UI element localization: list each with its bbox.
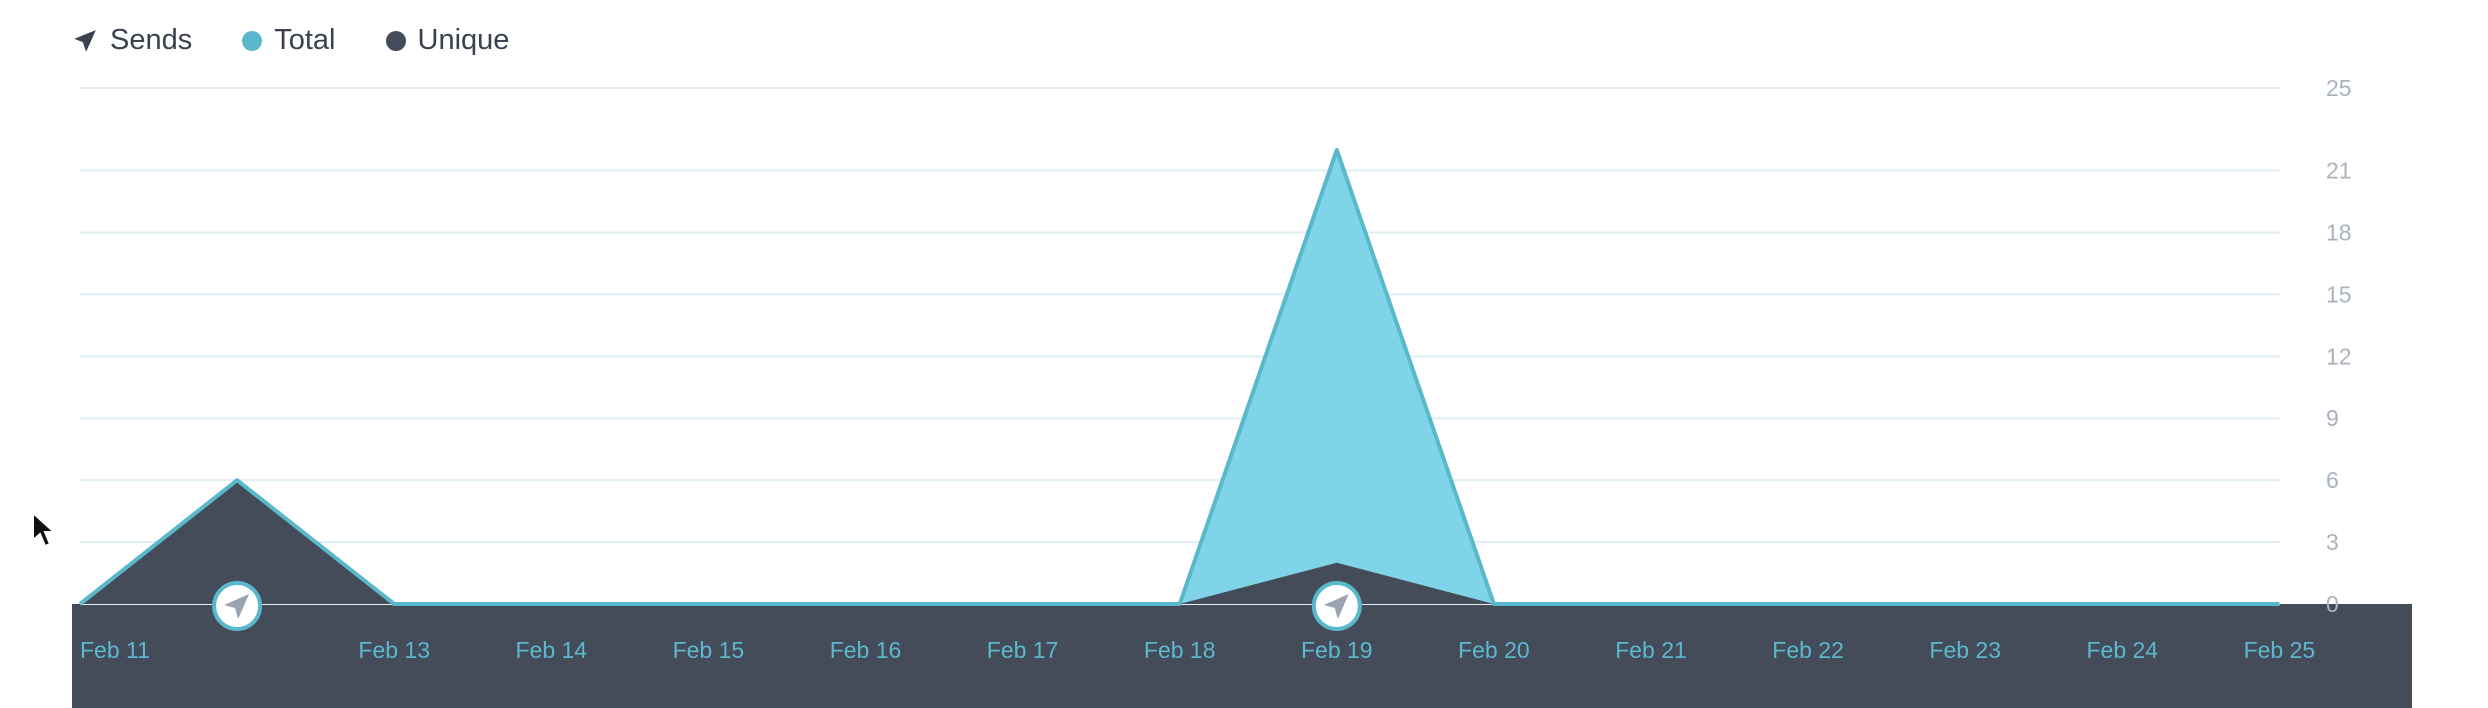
series-area-unique <box>80 480 2280 604</box>
x-axis-band <box>72 604 2412 708</box>
y-tick-label: 9 <box>2326 405 2339 431</box>
legend-label-unique: Unique <box>417 24 510 56</box>
x-tick-label: Feb 24 <box>2086 637 2158 663</box>
paper-plane-icon <box>74 29 96 52</box>
legend-swatch-total <box>242 30 263 51</box>
paper-plane-icon <box>1323 594 1349 619</box>
legend-label-total: Total <box>274 24 336 56</box>
send-marker <box>212 581 263 631</box>
send-marker <box>1311 581 1362 631</box>
chart-legend: Sends Total Unique <box>72 24 509 57</box>
x-tick-label: Feb 11 <box>80 637 150 663</box>
series-line-total <box>78 147 2280 606</box>
y-tick-label: 0 <box>2326 591 2339 617</box>
paper-plane-icon <box>224 594 250 619</box>
legend-swatch-unique <box>385 30 406 51</box>
legend-item-total[interactable]: Total <box>242 24 336 57</box>
x-tick-label: Feb 16 <box>830 637 902 663</box>
y-tick-label: 12 <box>2326 343 2352 369</box>
x-tick-label: Feb 22 <box>1772 637 1844 663</box>
x-tick-label: Feb 25 <box>2244 637 2316 663</box>
y-tick-label: 15 <box>2326 281 2352 307</box>
y-tick-label: 18 <box>2326 219 2352 245</box>
y-tick-label: 21 <box>2326 158 2352 184</box>
x-tick-label: Feb 19 <box>1301 637 1373 663</box>
x-tick-label: Feb 14 <box>515 637 587 663</box>
y-tick-label: 6 <box>2326 467 2339 493</box>
legend-item-unique[interactable]: Unique <box>385 24 510 57</box>
legend-label-sends: Sends <box>110 24 193 56</box>
series-area-total <box>80 149 2280 605</box>
x-tick-label: Feb 23 <box>1929 637 2001 663</box>
x-tick-label: Feb 20 <box>1458 637 1530 663</box>
mouse-cursor-icon <box>32 510 57 548</box>
legend-item-sends[interactable]: Sends <box>72 24 192 57</box>
y-tick-label: 3 <box>2326 529 2339 555</box>
x-tick-label: Feb 13 <box>358 637 430 663</box>
x-tick-label: Feb 21 <box>1615 637 1687 663</box>
x-tick-label: Feb 17 <box>987 637 1059 663</box>
y-tick-label: 25 <box>2326 75 2352 101</box>
x-tick-label: Feb 15 <box>673 637 745 663</box>
x-tick-label: Feb 18 <box>1144 637 1216 663</box>
